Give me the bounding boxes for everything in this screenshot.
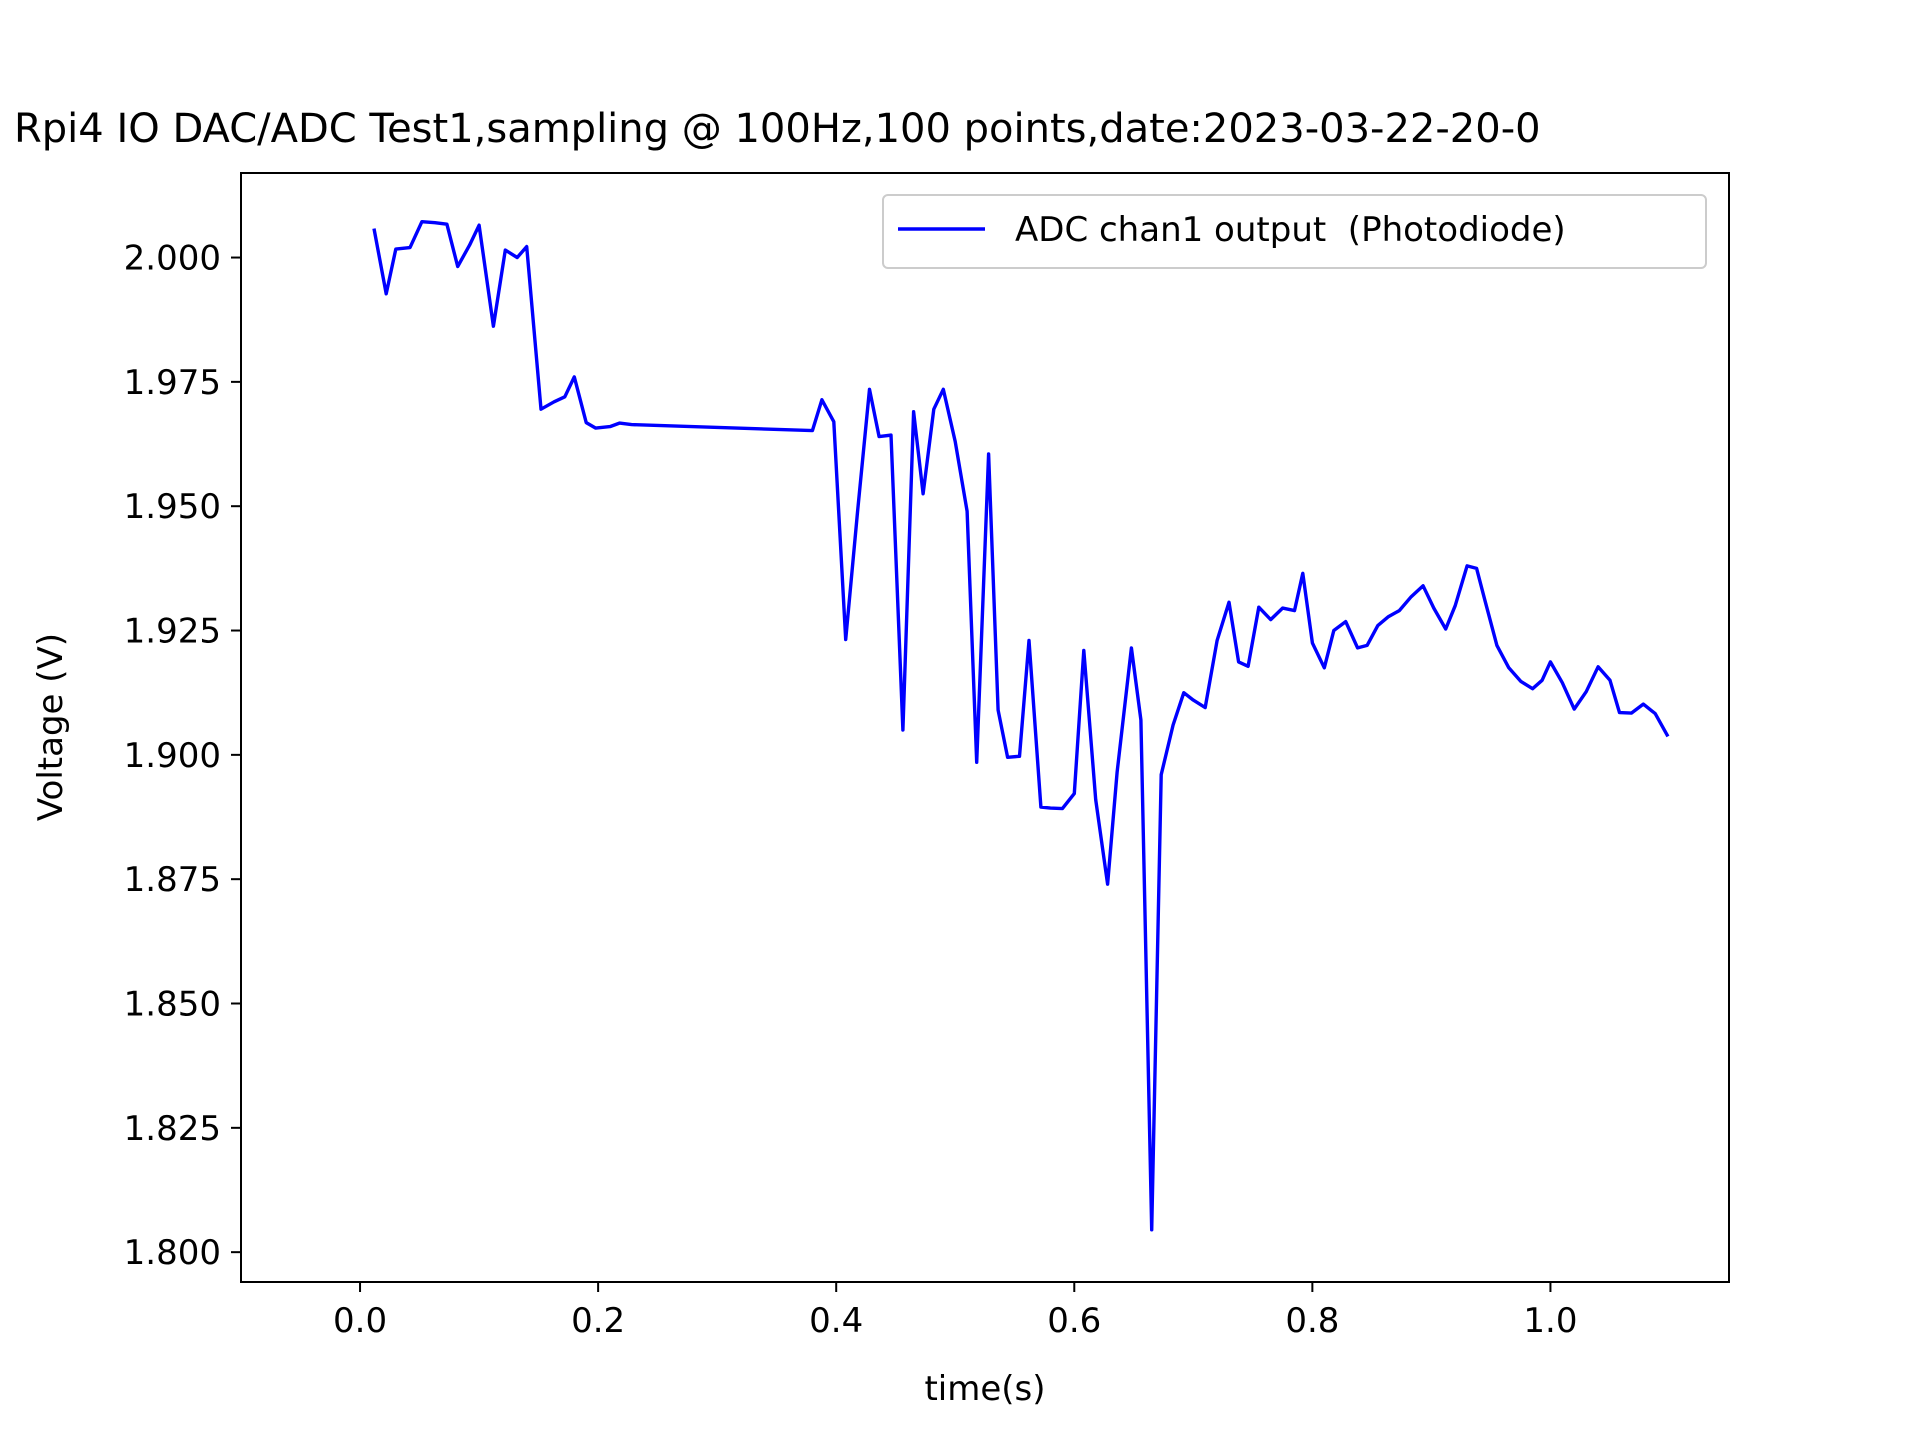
x-tick-label: 0.6 xyxy=(1047,1301,1101,1341)
y-tick-label: 1.825 xyxy=(124,1109,221,1149)
y-tick-label: 1.850 xyxy=(124,985,221,1025)
y-axis-label: Voltage (V) xyxy=(31,633,71,821)
y-axis: 1.800 1.825 1.850 1.875 1.900 1.925 1.950 1.975… xyxy=(124,239,241,1273)
series-line-adc-chan1 xyxy=(372,219,1670,1232)
y-tick-label: 1.975 xyxy=(124,363,221,403)
y-tick-label: 1.800 xyxy=(124,1233,221,1273)
legend-label: ADC chan1 output (Photodiode) xyxy=(1015,210,1566,250)
x-axis-label: time(s) xyxy=(924,1369,1045,1409)
chart-title: Rpi4 IO DAC/ADC Test1,sampling @ 100Hz,1… xyxy=(14,106,1541,152)
x-tick-label: 0.0 xyxy=(333,1301,387,1341)
x-tick-label: 0.2 xyxy=(571,1301,625,1341)
y-tick-label: 2.000 xyxy=(124,239,221,279)
x-tick-label: 0.4 xyxy=(809,1301,863,1341)
plot-area-frame xyxy=(240,172,1730,1283)
y-tick-label: 1.875 xyxy=(124,860,221,900)
x-tick-label: 0.8 xyxy=(1285,1301,1339,1341)
y-tick-label: 1.950 xyxy=(124,487,221,527)
x-axis: 0.0 0.2 0.4 0.6 0.8 1.0 xyxy=(333,1282,1577,1341)
x-tick-label: 1.0 xyxy=(1523,1301,1577,1341)
legend: ADC chan1 output (Photodiode) xyxy=(882,194,1707,269)
legend-box xyxy=(882,194,1707,269)
y-tick-label: 1.925 xyxy=(124,612,221,652)
y-tick-label: 1.900 xyxy=(124,736,221,776)
